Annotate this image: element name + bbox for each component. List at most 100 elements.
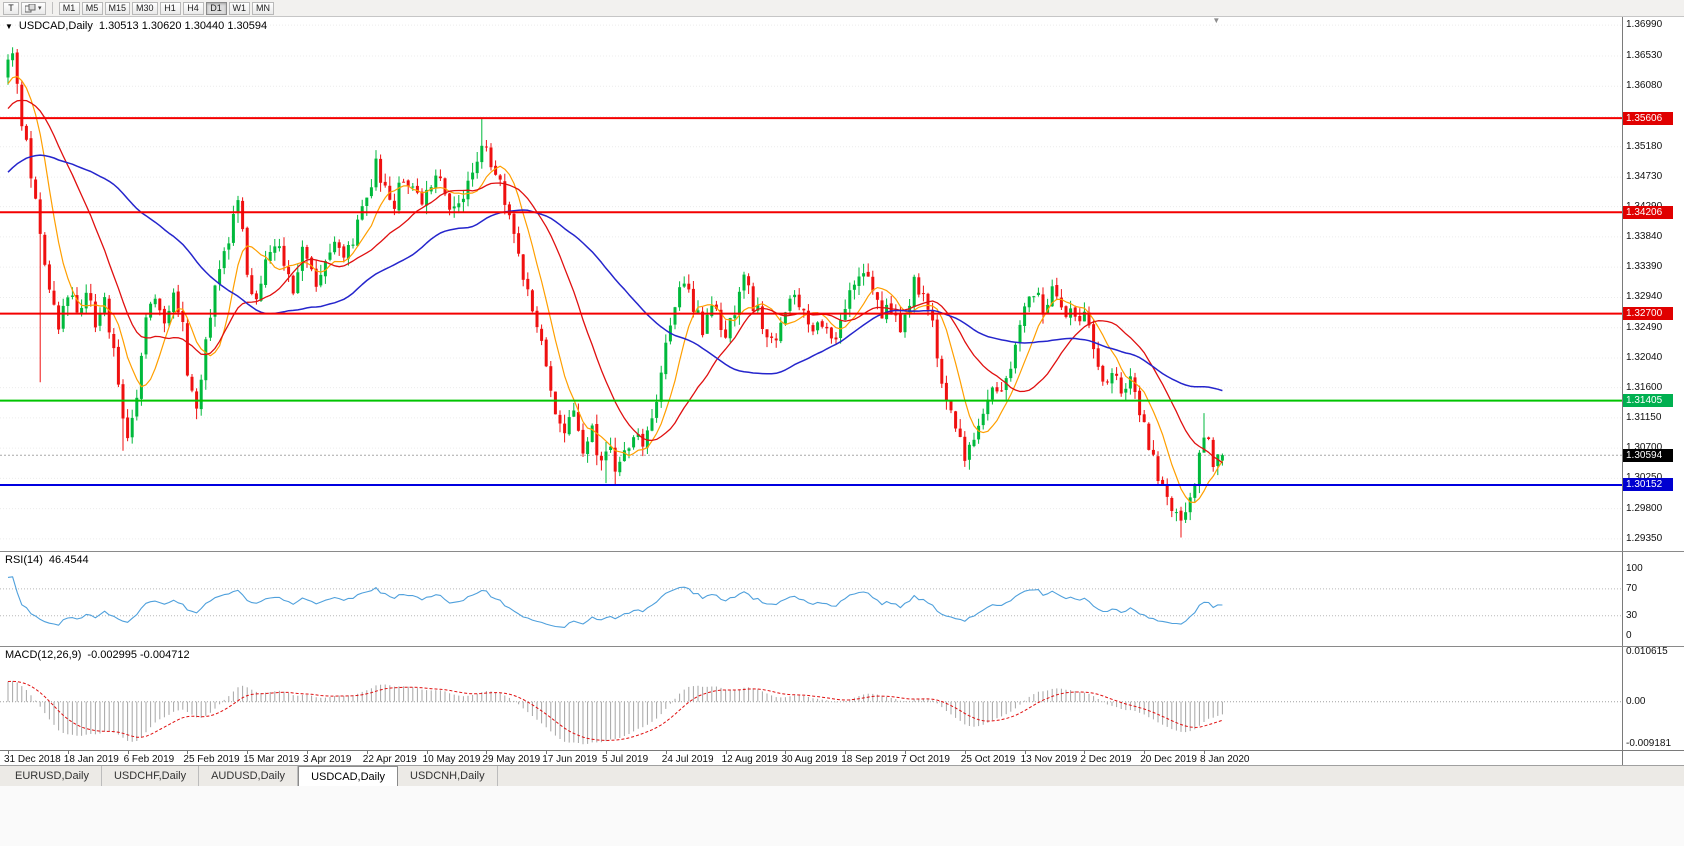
chart-tab-eurusd[interactable]: EURUSD,Daily	[3, 766, 102, 786]
time-axis-tick	[127, 751, 129, 754]
chart-shift-marker-icon[interactable]: ▼	[1212, 16, 1221, 25]
time-axis-tick	[486, 751, 488, 754]
time-axis-label: 20 Dec 2019	[1140, 754, 1197, 765]
time-axis-label: 12 Aug 2019	[721, 754, 778, 765]
chart-tab-usdchf[interactable]: USDCHF,Daily	[102, 766, 200, 786]
macd-current-values: -0.002995 -0.004712	[87, 649, 190, 661]
macd-axis-label: 0.00	[1626, 695, 1646, 707]
price-axis-label: 1.29350	[1626, 532, 1663, 544]
timeframe-d1-button[interactable]: D1	[205, 1, 227, 15]
timeframe-m1-button[interactable]: M1	[58, 1, 80, 15]
time-axis-tick	[725, 751, 727, 754]
price-tag: 1.30152	[1623, 478, 1673, 492]
price-axis-label: 1.34730	[1626, 171, 1663, 183]
macd-axis-label: -0.009181	[1626, 738, 1672, 750]
time-axis-label: 8 Jan 2020	[1200, 754, 1250, 765]
macd-canvas[interactable]	[0, 647, 1622, 750]
time-axis-label: 29 May 2019	[482, 754, 541, 765]
chevron-down-icon: ▾	[38, 4, 42, 12]
toolbar-separator	[51, 2, 53, 14]
time-axis-label: 17 Jun 2019	[542, 754, 598, 765]
price-tag: 1.30594	[1623, 448, 1673, 462]
time-axis-tick	[187, 751, 189, 754]
chart-tab-usdcad[interactable]: USDCAD,Daily	[298, 766, 399, 786]
time-axis-label: 31 Dec 2018	[4, 754, 61, 765]
price-tag: 1.32700	[1623, 307, 1673, 321]
time-axis-label: 13 Nov 2019	[1020, 754, 1078, 765]
time-axis-tick	[606, 751, 607, 754]
time-axis-label: 18 Sep 2019	[841, 754, 898, 765]
time-axis-tick	[366, 751, 368, 754]
time-axis-label: 7 Oct 2019	[901, 754, 950, 765]
price-axis-label: 1.32940	[1626, 291, 1663, 303]
time-axis-label: 18 Jan 2019	[63, 754, 119, 765]
chart-tab-bar: EURUSD,Daily USDCHF,Daily AUDUSD,Daily USDC…	[0, 765, 1684, 786]
time-axis-tick	[785, 751, 787, 754]
time-axis-label: 24 Jul 2019	[661, 754, 714, 765]
time-axis-tick	[665, 751, 667, 754]
time-axis-tick	[1144, 751, 1146, 754]
time-axis-tick	[8, 751, 9, 754]
macd-axis[interactable]: 0.010615 0.00 -0.009181	[1622, 647, 1684, 750]
collapse-triangle-icon[interactable]: ▼	[5, 21, 13, 31]
timeframe-m15-button[interactable]: M15	[104, 1, 131, 15]
price-tag: 1.34206	[1623, 205, 1673, 219]
top-toolbar: T ▾ M1 M5 M15 M30 H1 H4 D1 W1 MN	[0, 0, 1684, 17]
rsi-canvas[interactable]	[0, 552, 1622, 646]
time-axis-tick	[247, 751, 249, 754]
time-axis-tick	[1084, 751, 1086, 754]
time-axis-tick	[426, 751, 428, 754]
rsi-label: RSI(14) 46.4544	[5, 554, 89, 566]
price-axis-label: 1.32040	[1626, 351, 1663, 363]
chart-tab-usdcnh[interactable]: USDCNH,Daily	[398, 766, 498, 786]
price-axis-label: 1.29800	[1626, 502, 1663, 514]
time-axis-tick	[67, 751, 69, 754]
price-tag: 1.31405	[1623, 394, 1673, 408]
time-axis-label: 6 Feb 2019	[123, 754, 175, 765]
price-axis[interactable]: 1.369901.365301.360801.356301.351801.347…	[1622, 17, 1684, 551]
timeframe-m5-button[interactable]: M5	[81, 1, 103, 15]
timeframe-w1-button[interactable]: W1	[228, 1, 251, 15]
price-axis-label: 1.35180	[1626, 140, 1663, 152]
rsi-axis-label: 30	[1626, 609, 1638, 621]
chart-tab-audusd[interactable]: AUDUSD,Daily	[199, 766, 299, 786]
timeframe-h1-button[interactable]: H1	[159, 1, 181, 15]
rsi-plot-area[interactable]: RSI(14) 46.4544	[0, 552, 1622, 646]
time-axis-label: 25 Feb 2019	[183, 754, 240, 765]
time-axis-label: 2 Dec 2019	[1080, 754, 1132, 765]
rsi-current-value: 46.4544	[48, 554, 89, 566]
time-axis-label: 15 Mar 2019	[243, 754, 300, 765]
chart-window: ▼ USDCAD,Daily 1.30513 1.30620 1.30440 1…	[0, 16, 1684, 765]
timeframe-m30-button[interactable]: M30	[132, 1, 158, 15]
rsi-axis[interactable]: 100 70 30 0	[1622, 552, 1684, 646]
tool-t-button[interactable]: T	[3, 1, 19, 15]
price-plot-area[interactable]: ▼ USDCAD,Daily 1.30513 1.30620 1.30440 1…	[0, 16, 1622, 551]
macd-panel: MACD(12,26,9) -0.002995 -0.004712 0.0106…	[0, 646, 1684, 750]
rsi-axis-label: 100	[1626, 562, 1643, 574]
chart-type-dropdown[interactable]: ▾	[21, 1, 46, 15]
macd-axis-label: 0.010615	[1626, 647, 1668, 658]
symbol-title: USDCAD,Daily	[18, 20, 93, 32]
time-axis-label: 30 Aug 2019	[781, 754, 838, 765]
candlestick-canvas[interactable]	[0, 17, 1622, 551]
price-axis-label: 1.33390	[1626, 261, 1663, 273]
timeframe-h4-button[interactable]: H4	[182, 1, 204, 15]
time-axis-label: 22 Apr 2019	[362, 754, 417, 765]
bottom-filler	[0, 786, 1684, 846]
time-axis-label: 3 Apr 2019	[303, 754, 352, 765]
price-axis-label: 1.30250	[1626, 473, 1662, 483]
time-axis-label: 5 Jul 2019	[602, 754, 649, 765]
time-axis-tick	[964, 751, 966, 754]
rsi-axis-label: 70	[1626, 582, 1638, 594]
price-tag: 1.35606	[1623, 111, 1673, 125]
macd-plot-area[interactable]: MACD(12,26,9) -0.002995 -0.004712	[0, 647, 1622, 750]
timeframe-button-group: M1 M5 M15 M30 H1 H4 D1 W1 MN	[58, 1, 275, 15]
time-axis[interactable]: 31 Dec 2018 18 Jan 2019 6 Feb 2019 25 Feb 2…	[0, 750, 1684, 765]
price-axis-label: 1.33840	[1626, 230, 1663, 242]
price-axis-label: 1.32490	[1626, 321, 1663, 333]
chart-type-icon	[25, 3, 36, 12]
time-axis-tick	[307, 751, 308, 754]
time-axis-tick	[845, 751, 847, 754]
time-axis-tick	[1204, 751, 1205, 754]
timeframe-mn-button[interactable]: MN	[252, 1, 275, 15]
